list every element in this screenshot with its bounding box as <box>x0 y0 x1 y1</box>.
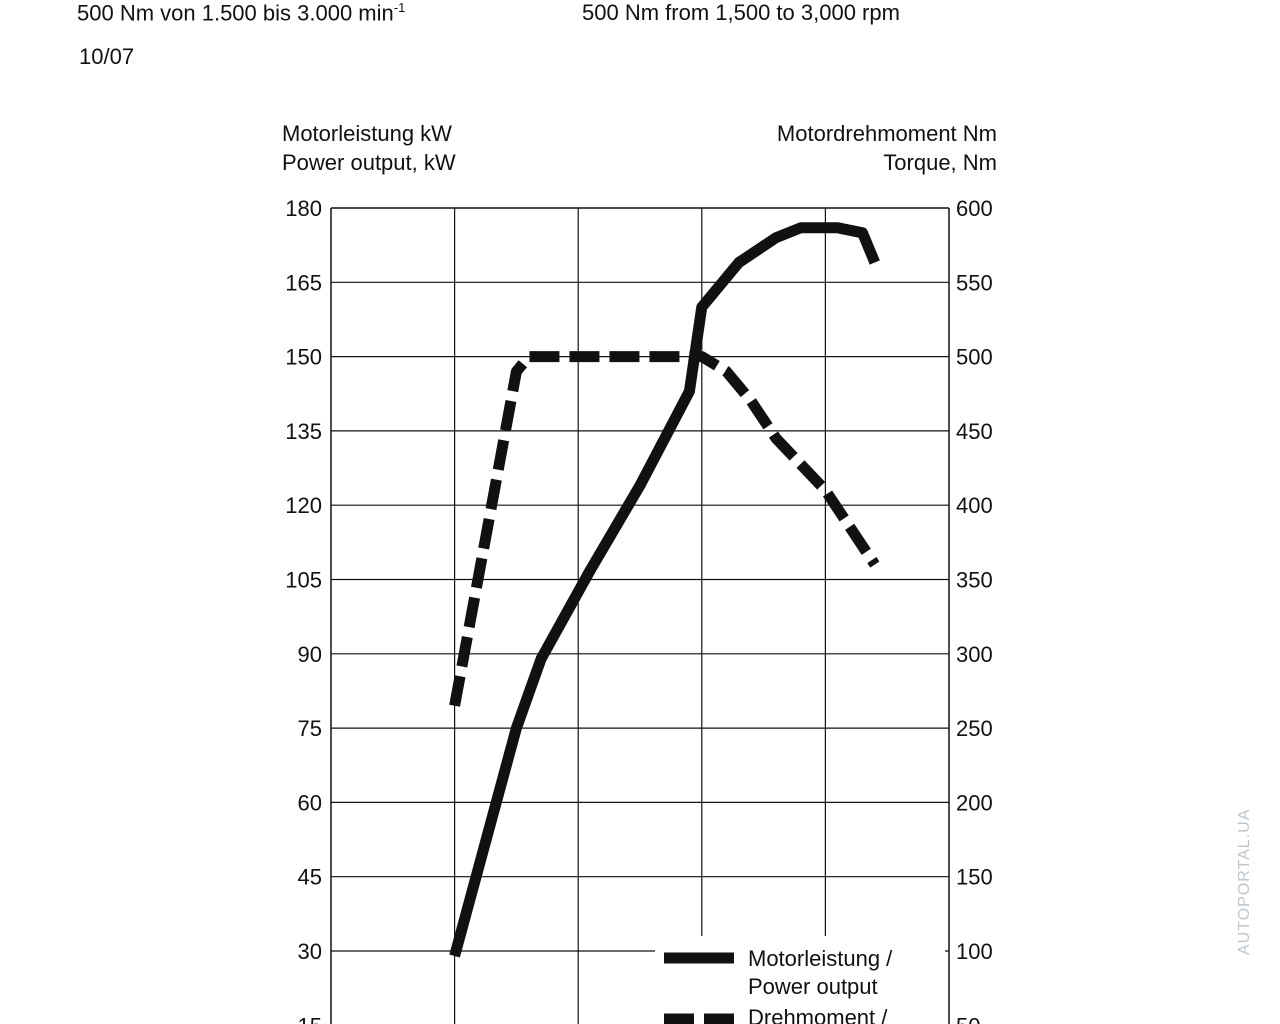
watermark-text: AUTOPORTAL.UA <box>1236 808 1253 955</box>
legend-label-power-line1: Motorleistung / <box>748 946 893 971</box>
header-date: 10/07 <box>79 44 135 69</box>
series-power-line <box>449 222 880 958</box>
right-tick-500: 500 <box>956 345 993 370</box>
right-tick-350: 350 <box>956 568 993 593</box>
chart-legend: Motorleistung / Power output Drehmoment … <box>655 936 945 1024</box>
grid-layer <box>330 207 950 1024</box>
left-tick-150: 150 <box>285 345 322 370</box>
left-tick-60: 60 <box>298 790 322 815</box>
header-torque-en: 500 Nm from 1,500 to 3,000 rpm <box>582 0 900 25</box>
left-axis-label-line2: Power output, kW <box>282 150 456 175</box>
left-axis-label-line1: Motorleistung kW <box>282 121 452 146</box>
right-tick-450: 450 <box>956 419 993 444</box>
right-tick-300: 300 <box>956 642 993 667</box>
right-tick-150: 150 <box>956 865 993 890</box>
header-torque-de: 500 Nm von 1.500 bis 3.000 min-1 <box>77 0 406 26</box>
left-tick-15: 15 <box>298 1013 322 1024</box>
left-tick-105: 105 <box>285 568 322 593</box>
axis-text-layer: Motorleistung kW Power output, kW Motord… <box>282 121 997 1024</box>
legend-background <box>655 936 945 1024</box>
left-tick-120: 120 <box>285 493 322 518</box>
left-tick-165: 165 <box>285 270 322 295</box>
legend-label-torque-line1: Drehmoment / <box>748 1005 888 1024</box>
left-tick-135: 135 <box>285 419 322 444</box>
legend-label-power-line2: Power output <box>748 974 878 999</box>
series-torque-line <box>449 351 880 707</box>
right-axis-label-line1: Motordrehmoment Nm <box>777 121 997 146</box>
left-tick-180: 180 <box>285 196 322 221</box>
right-tick-200: 200 <box>956 790 993 815</box>
right-tick-50: 50 <box>956 1013 980 1024</box>
series-layer <box>449 222 880 958</box>
left-tick-45: 45 <box>298 865 322 890</box>
left-tick-75: 75 <box>298 716 322 741</box>
left-tick-90: 90 <box>298 642 322 667</box>
left-tick-30: 30 <box>298 939 322 964</box>
right-axis-label-line2: Torque, Nm <box>883 150 997 175</box>
right-tick-600: 600 <box>956 196 993 221</box>
right-tick-400: 400 <box>956 493 993 518</box>
right-tick-250: 250 <box>956 716 993 741</box>
right-tick-100: 100 <box>956 939 993 964</box>
right-tick-550: 550 <box>956 270 993 295</box>
